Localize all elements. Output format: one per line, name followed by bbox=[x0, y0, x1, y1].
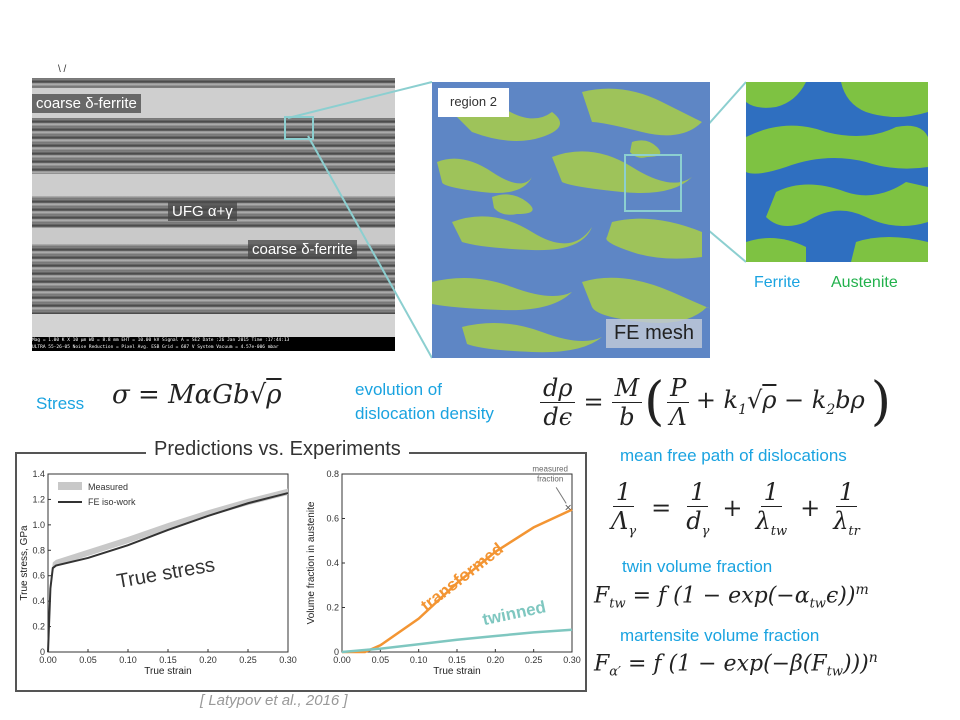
x-tick-label: 0.25 bbox=[525, 655, 543, 665]
plot-frame bbox=[341, 473, 573, 653]
top-marker: \ / bbox=[58, 64, 67, 75]
x-tick-label: 0.10 bbox=[119, 655, 137, 665]
measured-point-marker: × bbox=[565, 500, 572, 514]
predictions-title: Predictions vs. Experiments bbox=[146, 438, 409, 461]
y-tick-label: 0.4 bbox=[326, 558, 339, 568]
x-tick-label: 0.05 bbox=[372, 655, 390, 665]
sem-zoom-box bbox=[284, 116, 314, 140]
y-tick-label: 1.2 bbox=[32, 494, 45, 504]
martensite-label: martensite volume fraction bbox=[620, 626, 820, 645]
y-tick-label: 0 bbox=[40, 647, 45, 657]
twin-label: twin volume fraction bbox=[622, 557, 773, 576]
x-axis-label: True strain bbox=[433, 666, 480, 677]
stress-equation: σ = MαGb√ρ bbox=[112, 380, 282, 410]
region-label: region 2 bbox=[438, 88, 509, 117]
fe-mesh-image: region 2 FE mesh bbox=[432, 82, 710, 358]
legend-ferrite: Ferrite bbox=[754, 274, 801, 291]
y-tick-label: 0.8 bbox=[326, 469, 339, 479]
x-tick-label: 0.10 bbox=[410, 655, 428, 665]
y-tick-label: 0.6 bbox=[32, 571, 45, 581]
series-fe-iso-work bbox=[47, 492, 289, 653]
x-tick-label: 0.30 bbox=[563, 655, 581, 665]
x-tick-label: 0.00 bbox=[333, 655, 351, 665]
x-tick-label: 0.20 bbox=[487, 655, 505, 665]
series-twinned bbox=[341, 628, 573, 654]
x-axis-label: True strain bbox=[144, 666, 191, 677]
volume-fraction-chart: 0.00 0.05 0.10 0.15 0.20 0.25 0.30 0 0.2 0.4 0.6 0.… bbox=[306, 464, 581, 677]
chart-legend: Measured FE iso-work bbox=[58, 482, 136, 507]
legend-label-fe: FE iso-work bbox=[88, 497, 136, 507]
x-tick-label: 0.20 bbox=[199, 655, 217, 665]
mesh-detail-image bbox=[746, 82, 928, 262]
evolution-label-line-2: dislocation density bbox=[355, 404, 494, 423]
legend-label-measured: Measured bbox=[88, 482, 128, 492]
legend-austenite: Austenite bbox=[831, 274, 898, 291]
mesh-detail-pattern bbox=[746, 82, 928, 262]
mesh-pattern bbox=[432, 82, 710, 358]
y-tick-label: 1.4 bbox=[32, 469, 45, 479]
y-tick-label: 1.0 bbox=[32, 520, 45, 530]
sem-label-coarse-ferrite-bottom: coarse δ-ferrite bbox=[248, 240, 357, 259]
x-tick-label: 0.15 bbox=[159, 655, 177, 665]
x-tick-label: 0.00 bbox=[39, 655, 57, 665]
measured-annotation-line-1: measured bbox=[532, 464, 568, 473]
evolution-label-line-1: evolution of bbox=[355, 380, 442, 399]
sem-footer-line-1: Mag = 1.00 K X 10 μm WD = 8.8 mm EHT = 1… bbox=[32, 338, 290, 343]
measured-annotation-line-2: fraction bbox=[537, 474, 563, 483]
x-tick-label: 0.30 bbox=[279, 655, 297, 665]
mfp-equation: 1 Λγ = 1 dγ + 1 λtw + 1 λtr bbox=[611, 477, 860, 539]
sem-label-coarse-ferrite-top: coarse δ-ferrite bbox=[32, 94, 141, 113]
mesh-zoom-box bbox=[624, 154, 682, 212]
fe-mesh-label: FE mesh bbox=[605, 319, 702, 348]
sem-footer-line-2: ULTRA 55-26-05 Noise Reduction = Pixel A… bbox=[32, 345, 279, 350]
y-axis-label: True stress, GPa bbox=[19, 525, 30, 601]
stress-strain-chart: 0.00 0.05 0.10 0.15 0.20 0.25 0.30 0 0.2 0.4 0.6 0.… bbox=[19, 469, 297, 677]
y-tick-label: 0.4 bbox=[32, 596, 45, 606]
sem-micrograph: coarse δ-ferrite UFG α+γ coarse δ-ferrit… bbox=[32, 78, 395, 351]
y-tick-label: 0.6 bbox=[326, 514, 339, 524]
y-tick-label: 0.8 bbox=[32, 545, 45, 555]
stress-label: Stress bbox=[36, 394, 85, 413]
y-tick-label: 0 bbox=[334, 647, 339, 657]
y-tick-label: 0.2 bbox=[326, 603, 339, 613]
measured-annotation-arrow bbox=[555, 487, 567, 504]
x-tick-label: 0.25 bbox=[239, 655, 257, 665]
x-tick-label: 0.15 bbox=[448, 655, 466, 665]
citation: [ Latypov et al., 2016 ] bbox=[200, 692, 348, 709]
martensite-equation: Fα′ = f (1 − exp(−β(Ftw)))n bbox=[594, 650, 878, 680]
y-axis-label: Volume fraction in austenite bbox=[306, 501, 317, 624]
mfp-label: mean free path of dislocations bbox=[620, 446, 847, 465]
x-tick-label: 0.05 bbox=[79, 655, 97, 665]
y-tick-label: 0.2 bbox=[32, 622, 45, 632]
twin-equation: Ftw = f (1 − exp(−αtwϵ))m bbox=[594, 582, 869, 612]
legend-swatch-measured bbox=[58, 482, 82, 490]
sem-label-ufg: UFG α+γ bbox=[168, 202, 237, 221]
sem-info-bar: Mag = 1.00 K X 10 μm WD = 8.8 mm EHT = 1… bbox=[32, 337, 395, 351]
